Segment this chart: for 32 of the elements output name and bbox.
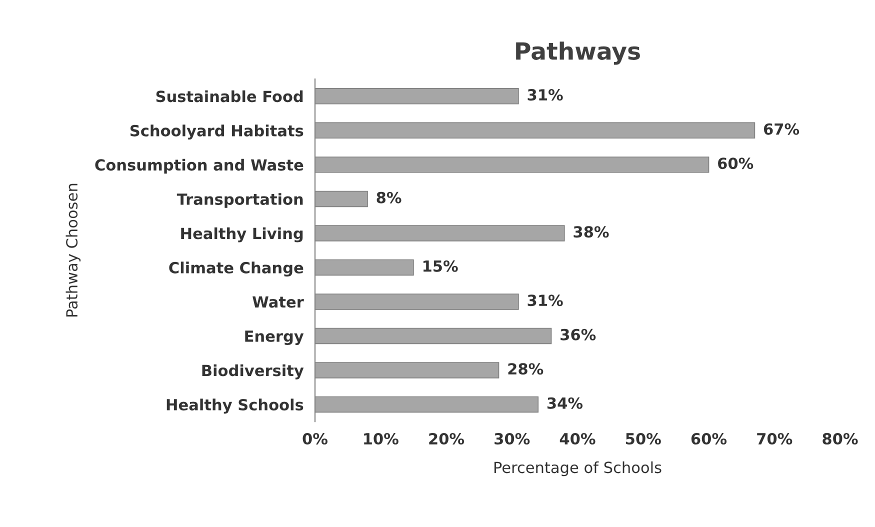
- y-tick-label: Schoolyard Habitats: [130, 124, 304, 140]
- y-tick-label: Healthy Living: [181, 227, 303, 242]
- y-tick-label: Consumption and Waste: [95, 158, 304, 174]
- data-label: 36%: [560, 328, 596, 340]
- y-tick-label: Climate Change: [169, 262, 304, 277]
- x-axis-title: Percentage of Schools: [494, 461, 662, 476]
- data-label: 67%: [764, 123, 800, 135]
- data-label: 28%: [508, 363, 544, 375]
- x-tick-label: 30%: [494, 432, 530, 445]
- y-tick-label: Biodiversity: [202, 364, 304, 380]
- x-tick-label: 20%: [429, 432, 464, 445]
- x-tick-label: 70%: [757, 432, 792, 445]
- x-tick-label: 80%: [822, 432, 858, 445]
- x-tick-label: 0%: [302, 432, 328, 445]
- y-tick-label: Healthy Schools: [166, 398, 304, 414]
- data-label: 31%: [528, 294, 563, 306]
- chart-title: Pathways: [516, 42, 640, 65]
- data-label: 38%: [574, 226, 609, 238]
- data-label: 8%: [376, 192, 402, 204]
- x-tick-label: 10%: [364, 432, 398, 445]
- y-axis-title: Pathway Choosen: [66, 184, 81, 317]
- y-tick-label: Energy: [245, 330, 304, 346]
- data-label: 34%: [547, 397, 583, 409]
- y-tick-label: Water: [252, 296, 304, 308]
- data-label: 15%: [423, 260, 458, 272]
- data-label: 60%: [718, 158, 754, 170]
- y-tick-label: Transportation: [176, 193, 303, 208]
- data-label: 31%: [528, 89, 563, 101]
- x-tick-label: 50%: [626, 432, 661, 445]
- x-tick-label: 40%: [560, 432, 596, 445]
- y-tick-label: Sustainable Food: [156, 90, 303, 102]
- x-tick-label: 60%: [691, 432, 727, 445]
